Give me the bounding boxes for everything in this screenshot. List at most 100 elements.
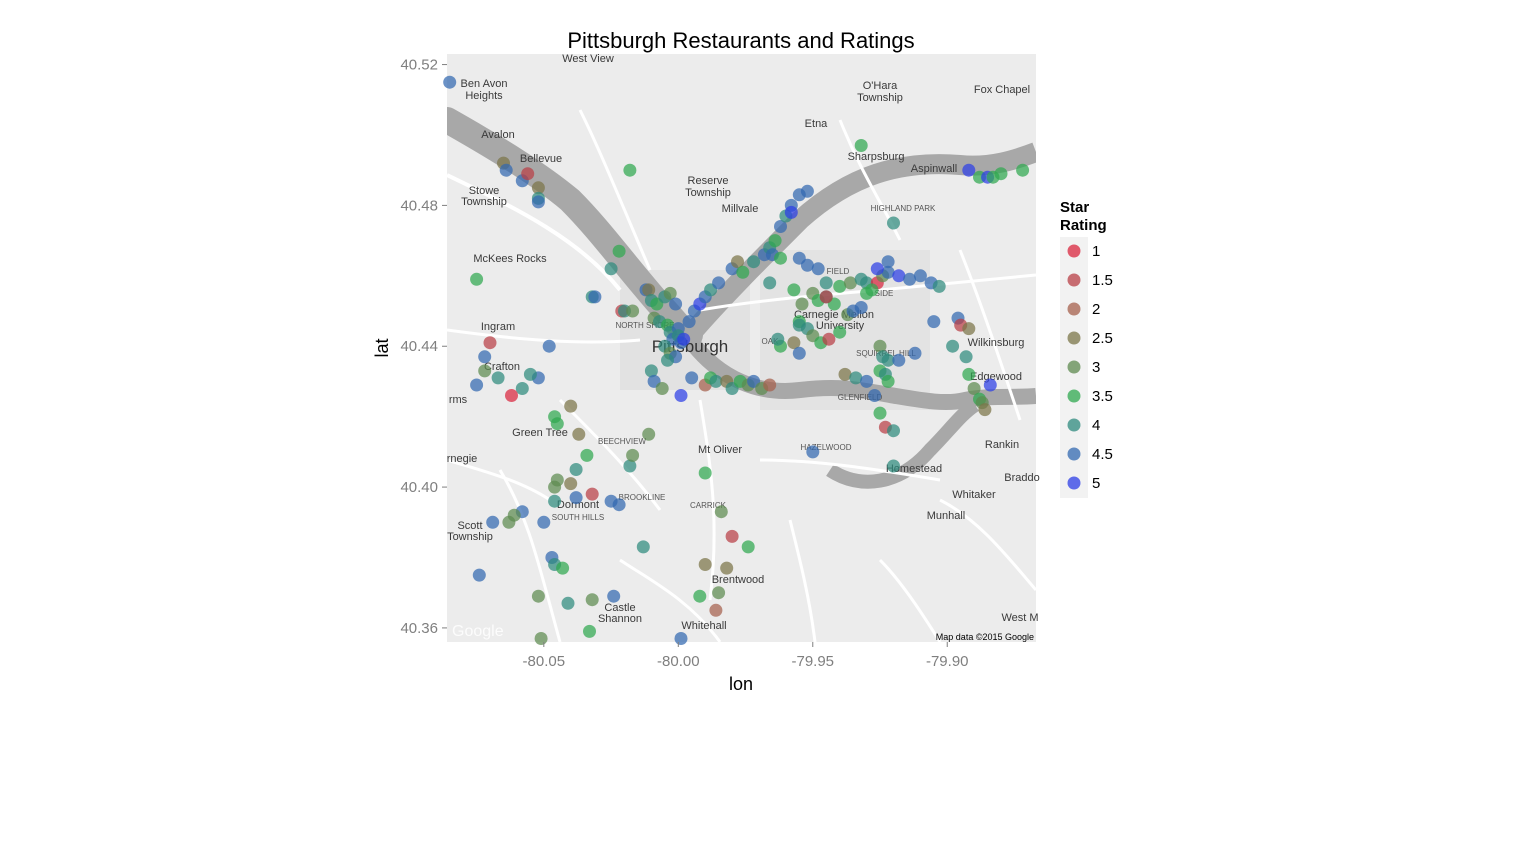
data-point	[865, 283, 879, 297]
data-point	[959, 350, 973, 364]
data-point	[887, 424, 900, 438]
x-tick-label: -80.05	[523, 653, 566, 670]
svg-text:Sharpsburg: Sharpsburg	[848, 151, 905, 163]
data-point	[486, 515, 500, 529]
data-point	[854, 139, 868, 152]
legend-label: 3	[1092, 359, 1100, 376]
data-point	[787, 336, 801, 350]
data-point	[720, 561, 734, 575]
data-point	[962, 163, 976, 177]
svg-text:Crafton: Crafton	[484, 361, 520, 373]
data-point	[443, 75, 457, 89]
data-point	[983, 378, 997, 392]
data-point	[642, 283, 656, 297]
svg-text:Etna: Etna	[805, 118, 829, 130]
data-point	[774, 251, 787, 265]
data-point	[854, 301, 868, 314]
svg-text:Bellevue: Bellevue	[520, 153, 562, 165]
data-point	[693, 589, 707, 603]
data-point	[674, 389, 688, 402]
svg-text:HIGHLAND PARK: HIGHLAND PARK	[871, 204, 936, 213]
svg-text:Braddo: Braddo	[1004, 472, 1039, 484]
legend-label: 4	[1092, 417, 1100, 434]
data-point	[811, 262, 825, 276]
data-point	[580, 448, 594, 462]
data-point	[822, 332, 836, 346]
data-point	[819, 276, 833, 290]
data-point	[731, 255, 744, 269]
data-point	[1016, 163, 1030, 177]
svg-text:Shannon: Shannon	[598, 613, 642, 625]
legend-label: 2	[1092, 301, 1100, 318]
svg-text:Wilkinsburg: Wilkinsburg	[968, 337, 1025, 349]
data-point	[661, 353, 674, 367]
data-point	[531, 589, 545, 603]
data-point	[644, 364, 658, 378]
svg-text:Reserve: Reserve	[688, 175, 729, 187]
y-tick-label: 40.48	[400, 197, 438, 214]
data-point	[564, 477, 578, 491]
svg-text:Ingram: Ingram	[481, 321, 515, 333]
data-point	[564, 399, 578, 413]
data-point	[470, 272, 484, 286]
data-point	[714, 505, 728, 519]
data-point	[868, 389, 882, 402]
data-point	[505, 389, 518, 402]
data-point	[833, 325, 847, 339]
legend-key-4-5	[1067, 447, 1081, 461]
data-point	[927, 315, 941, 329]
svg-text:Aspinwall: Aspinwall	[911, 163, 957, 175]
x-axis-label: lon	[729, 674, 753, 694]
data-point	[962, 322, 976, 336]
svg-text:Township: Township	[857, 92, 903, 104]
map-labels: West View Ben Avon Heights O'Hara Townsh…	[447, 53, 1040, 642]
x-tick-label: -79.90	[926, 653, 969, 670]
data-point	[774, 220, 787, 233]
svg-text:Ben Avon: Ben Avon	[461, 78, 508, 90]
x-tick-label: -80.00	[657, 653, 700, 670]
data-point	[483, 336, 497, 350]
data-point	[881, 374, 895, 388]
data-point	[833, 279, 847, 293]
data-point	[946, 339, 960, 353]
data-point	[709, 374, 723, 388]
data-point	[725, 529, 739, 543]
data-point	[612, 244, 626, 258]
svg-text:McKees Rocks: McKees Rocks	[473, 253, 547, 265]
data-point	[472, 568, 486, 582]
data-point	[903, 272, 917, 286]
data-point	[806, 445, 820, 459]
x-tick-label: -79.95	[791, 653, 834, 670]
data-point	[478, 350, 492, 364]
svg-text:Fox Chapel: Fox Chapel	[974, 84, 1030, 96]
data-point	[792, 346, 806, 360]
svg-text:CARRICK: CARRICK	[690, 501, 727, 510]
legend-label: 2.5	[1092, 330, 1113, 347]
legend-label: 4.5	[1092, 446, 1113, 463]
data-point	[585, 593, 599, 607]
data-point	[612, 498, 626, 512]
svg-text:Millvale: Millvale	[722, 203, 759, 215]
data-point	[860, 374, 874, 388]
svg-text:Map data ©2015 Google: Map data ©2015 Google	[936, 632, 1034, 642]
data-point	[892, 269, 906, 283]
data-point	[873, 406, 887, 420]
data-point	[978, 403, 992, 417]
legend-title-line-1: Star	[1060, 199, 1089, 216]
svg-text:Township: Township	[461, 196, 507, 208]
y-tick-label: 40.40	[400, 479, 438, 496]
data-point	[561, 596, 575, 610]
y-axis-label: lat	[372, 338, 392, 357]
data-point	[502, 515, 516, 529]
legend-key-3-5	[1067, 389, 1081, 403]
data-point	[636, 540, 650, 554]
data-point	[795, 297, 809, 311]
data-point	[870, 262, 884, 276]
data-point	[604, 262, 618, 276]
svg-text:West View: West View	[562, 53, 614, 65]
svg-text:NORTH SHORE: NORTH SHORE	[616, 321, 675, 330]
chart-title: Pittsburgh Restaurants and Ratings	[567, 28, 914, 53]
data-point	[792, 318, 806, 332]
data-point	[881, 255, 895, 269]
